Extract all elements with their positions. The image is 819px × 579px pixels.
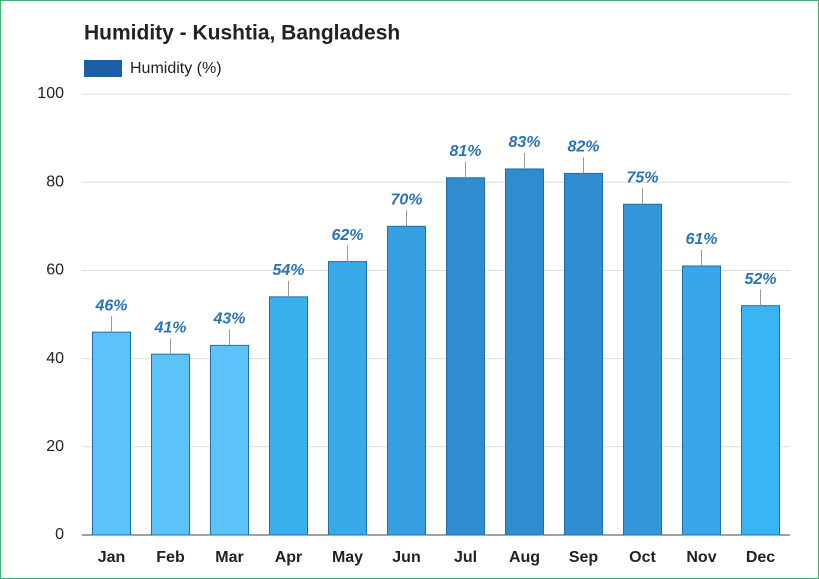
bar [682,265,721,536]
bar [328,261,367,536]
value-label: 75% [626,169,658,186]
bar [269,296,308,536]
x-tick-label: Dec [746,549,775,566]
x-tick-label: Aug [509,549,540,566]
value-label: 62% [331,227,363,244]
x-tick-label: Apr [275,549,303,566]
bar [505,168,544,536]
y-tick-label: 80 [46,173,64,190]
x-tick-label: Nov [686,549,716,566]
value-label: 70% [390,192,422,209]
value-label: 52% [744,271,776,288]
value-label: 54% [272,262,304,279]
x-tick-label: Jul [454,549,477,566]
legend-swatch [84,60,122,77]
y-tick-label: 0 [55,526,64,543]
x-tick-label: Jan [98,549,126,566]
value-label: 81% [449,143,481,160]
bar [446,177,485,536]
x-tick-label: May [332,549,363,566]
x-tick-label: Sep [569,549,599,566]
x-tick-label: Oct [629,549,656,566]
y-tick-label: 40 [46,350,64,367]
value-label: 61% [685,231,717,248]
value-label: 82% [567,139,599,156]
value-label: 46% [94,297,127,314]
value-label: 43% [212,311,245,328]
legend-label: Humidity (%) [130,60,222,77]
x-tick-label: Jun [392,549,420,566]
bar [151,353,190,536]
bar [210,344,249,536]
y-tick-label: 20 [46,438,64,455]
bar [387,225,426,536]
x-tick-label: Feb [156,549,185,566]
bar [564,172,603,536]
y-tick-label: 60 [46,262,64,279]
bar [92,331,131,536]
chart-title: Humidity - Kushtia, Bangladesh [84,22,400,45]
bar [741,305,780,536]
x-tick-label: Mar [215,549,243,566]
bar [623,203,662,536]
y-tick-label: 100 [37,85,64,102]
value-label: 41% [153,319,186,336]
value-label: 83% [508,134,540,151]
